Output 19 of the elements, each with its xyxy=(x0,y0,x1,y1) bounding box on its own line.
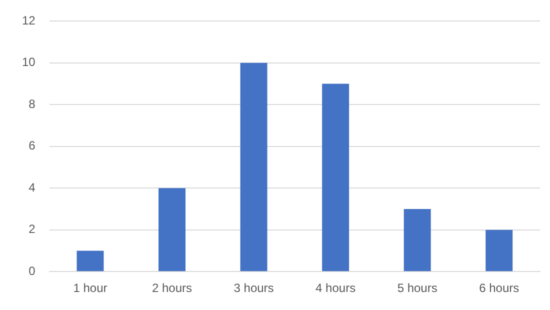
y-tick-label: 4 xyxy=(28,180,36,194)
x-tick-label: 3 hours xyxy=(234,281,274,296)
x-tick-label: 6 hours xyxy=(479,281,520,296)
x-tick-label: 5 hours xyxy=(397,281,438,296)
y-tick-label: 12 xyxy=(22,14,36,28)
x-tick-label: 2 hours xyxy=(152,281,192,296)
bar xyxy=(158,188,186,272)
bar xyxy=(240,62,268,272)
bar xyxy=(322,84,350,272)
bar xyxy=(486,230,513,272)
y-tick-label: 10 xyxy=(22,55,36,70)
x-tick-label: 4 hours xyxy=(316,281,356,296)
bar xyxy=(76,250,104,272)
y-tick-label: 6 xyxy=(28,138,36,153)
bar xyxy=(404,209,431,272)
x-tick-label: 1 hour xyxy=(73,281,108,296)
y-tick-label: 8 xyxy=(28,96,36,111)
y-tick-label: 0 xyxy=(28,264,36,278)
y-tick-label: 2 xyxy=(28,222,36,236)
